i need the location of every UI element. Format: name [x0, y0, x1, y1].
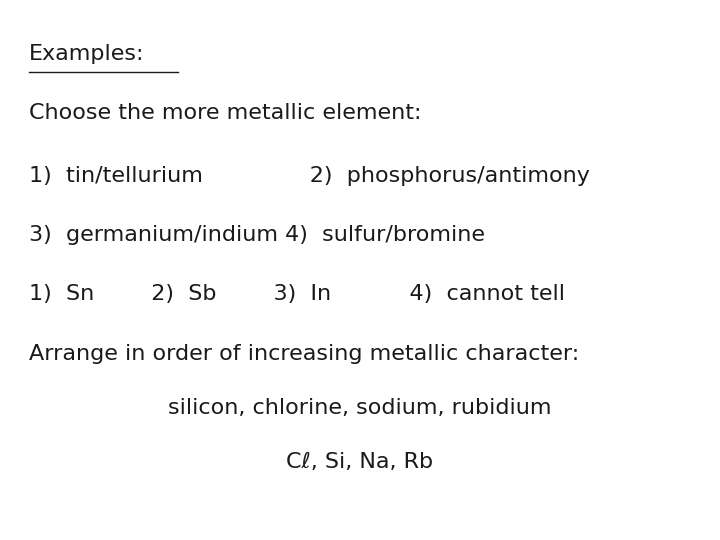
- Text: Choose the more metallic element:: Choose the more metallic element:: [29, 103, 421, 124]
- Text: Examples:: Examples:: [29, 44, 144, 64]
- Text: silicon, chlorine, sodium, rubidium: silicon, chlorine, sodium, rubidium: [168, 397, 552, 418]
- Text: 1)  tin/tellurium               2)  phosphorus/antimony: 1) tin/tellurium 2) phosphorus/antimony: [29, 165, 590, 186]
- Text: Arrange in order of increasing metallic character:: Arrange in order of increasing metallic …: [29, 343, 579, 364]
- Text: 3)  germanium/indium 4)  sulfur/bromine: 3) germanium/indium 4) sulfur/bromine: [29, 225, 485, 245]
- Text: Cℓ, Si, Na, Rb: Cℓ, Si, Na, Rb: [287, 451, 433, 472]
- Text: 1)  Sn        2)  Sb        3)  In           4)  cannot tell: 1) Sn 2) Sb 3) In 4) cannot tell: [29, 284, 564, 305]
